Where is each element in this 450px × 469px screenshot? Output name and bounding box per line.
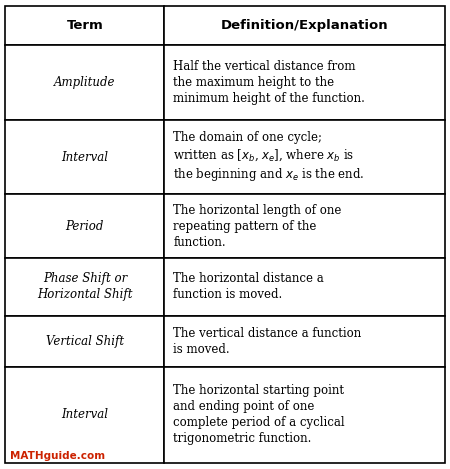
Bar [5,194,164,258]
Bar [164,45,445,120]
Text: Phase Shift or
Horizontal Shift: Phase Shift or Horizontal Shift [37,272,133,302]
Bar [5,258,164,316]
Bar [164,194,445,258]
Bar [5,316,164,367]
Text: The horizontal distance a
function is moved.: The horizontal distance a function is mo… [173,272,324,302]
Bar [164,258,445,316]
Text: Interval: Interval [61,408,108,422]
Bar [164,316,445,367]
Text: MATHguide.com: MATHguide.com [10,451,105,461]
Bar [164,367,445,463]
Bar [5,6,164,45]
Bar [164,6,445,45]
Text: Interval: Interval [61,151,108,164]
Bar [5,45,164,120]
Text: The horizontal length of one
repeating pattern of the
function.: The horizontal length of one repeating p… [173,204,342,249]
Text: Amplitude: Amplitude [54,76,116,89]
Text: Term: Term [67,19,103,32]
Text: Period: Period [66,219,104,233]
Bar [5,367,164,463]
Text: Definition/Explanation: Definition/Explanation [220,19,388,32]
Text: The vertical distance a function
is moved.: The vertical distance a function is move… [173,327,361,356]
Bar [164,120,445,194]
Text: The horizontal starting point
and ending point of one
complete period of a cycli: The horizontal starting point and ending… [173,385,345,446]
Text: Vertical Shift: Vertical Shift [46,335,124,348]
Bar [5,120,164,194]
Text: The domain of one cycle;
written as [$x_b$, $x_e$], where $x_b$ is
the beginning: The domain of one cycle; written as [$x_… [173,131,365,183]
Text: Half the vertical distance from
the maximum height to the
minimum height of the : Half the vertical distance from the maxi… [173,60,365,105]
